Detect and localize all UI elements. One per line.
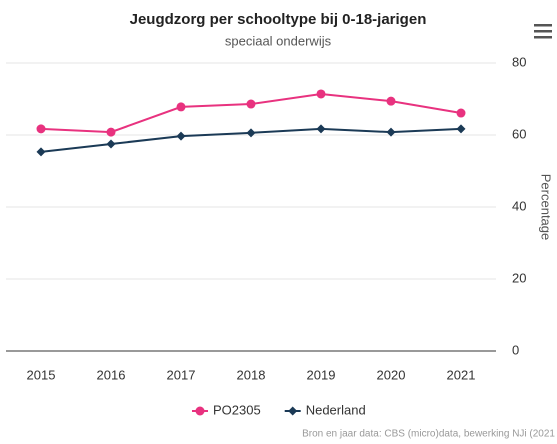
credits: Bron en jaar data: CBS (micro)data, bewe… — [302, 429, 555, 440]
point-marker — [246, 99, 256, 109]
x-tick-label: 2021 — [447, 367, 476, 382]
menu-bar — [534, 36, 552, 39]
y-tick-label: 80 — [512, 54, 526, 69]
y-tick-label: 60 — [512, 126, 526, 141]
x-tick-label: 2017 — [167, 367, 196, 382]
y-tick-label: 40 — [512, 198, 526, 213]
x-tick-label: 2018 — [237, 367, 266, 382]
legend-label: Nederland — [306, 402, 366, 417]
menu-bar — [534, 30, 552, 33]
point-marker — [176, 102, 186, 112]
chart-title: Jeugdzorg per schooltype bij 0-18-jarige… — [130, 11, 427, 28]
menu-button[interactable] — [534, 24, 552, 39]
y-axis-title: Percentage — [539, 174, 554, 241]
point-marker — [36, 147, 46, 157]
x-tick-label: 2019 — [307, 367, 336, 382]
point-marker — [386, 96, 396, 106]
point-marker — [106, 139, 116, 149]
point-marker — [456, 124, 466, 134]
point-marker — [288, 406, 298, 416]
point-marker — [316, 89, 326, 99]
x-tick-label: 2016 — [97, 367, 126, 382]
menu-bar — [534, 24, 552, 27]
y-tick-label: 20 — [512, 270, 526, 285]
point-marker — [246, 128, 256, 138]
chart-subtitle: speciaal onderwijs — [225, 33, 332, 48]
point-marker — [456, 108, 466, 118]
x-tick-label: 2020 — [377, 367, 406, 382]
point-marker — [195, 406, 205, 416]
point-marker — [106, 127, 116, 137]
point-marker — [316, 124, 326, 134]
legend-label: PO2305 — [213, 402, 261, 417]
x-tick-label: 2015 — [27, 367, 56, 382]
point-marker — [386, 127, 396, 137]
point-marker — [36, 124, 46, 134]
y-tick-label: 0 — [512, 342, 519, 357]
point-marker — [176, 131, 186, 141]
legend-item[interactable]: Nederland — [284, 402, 366, 417]
